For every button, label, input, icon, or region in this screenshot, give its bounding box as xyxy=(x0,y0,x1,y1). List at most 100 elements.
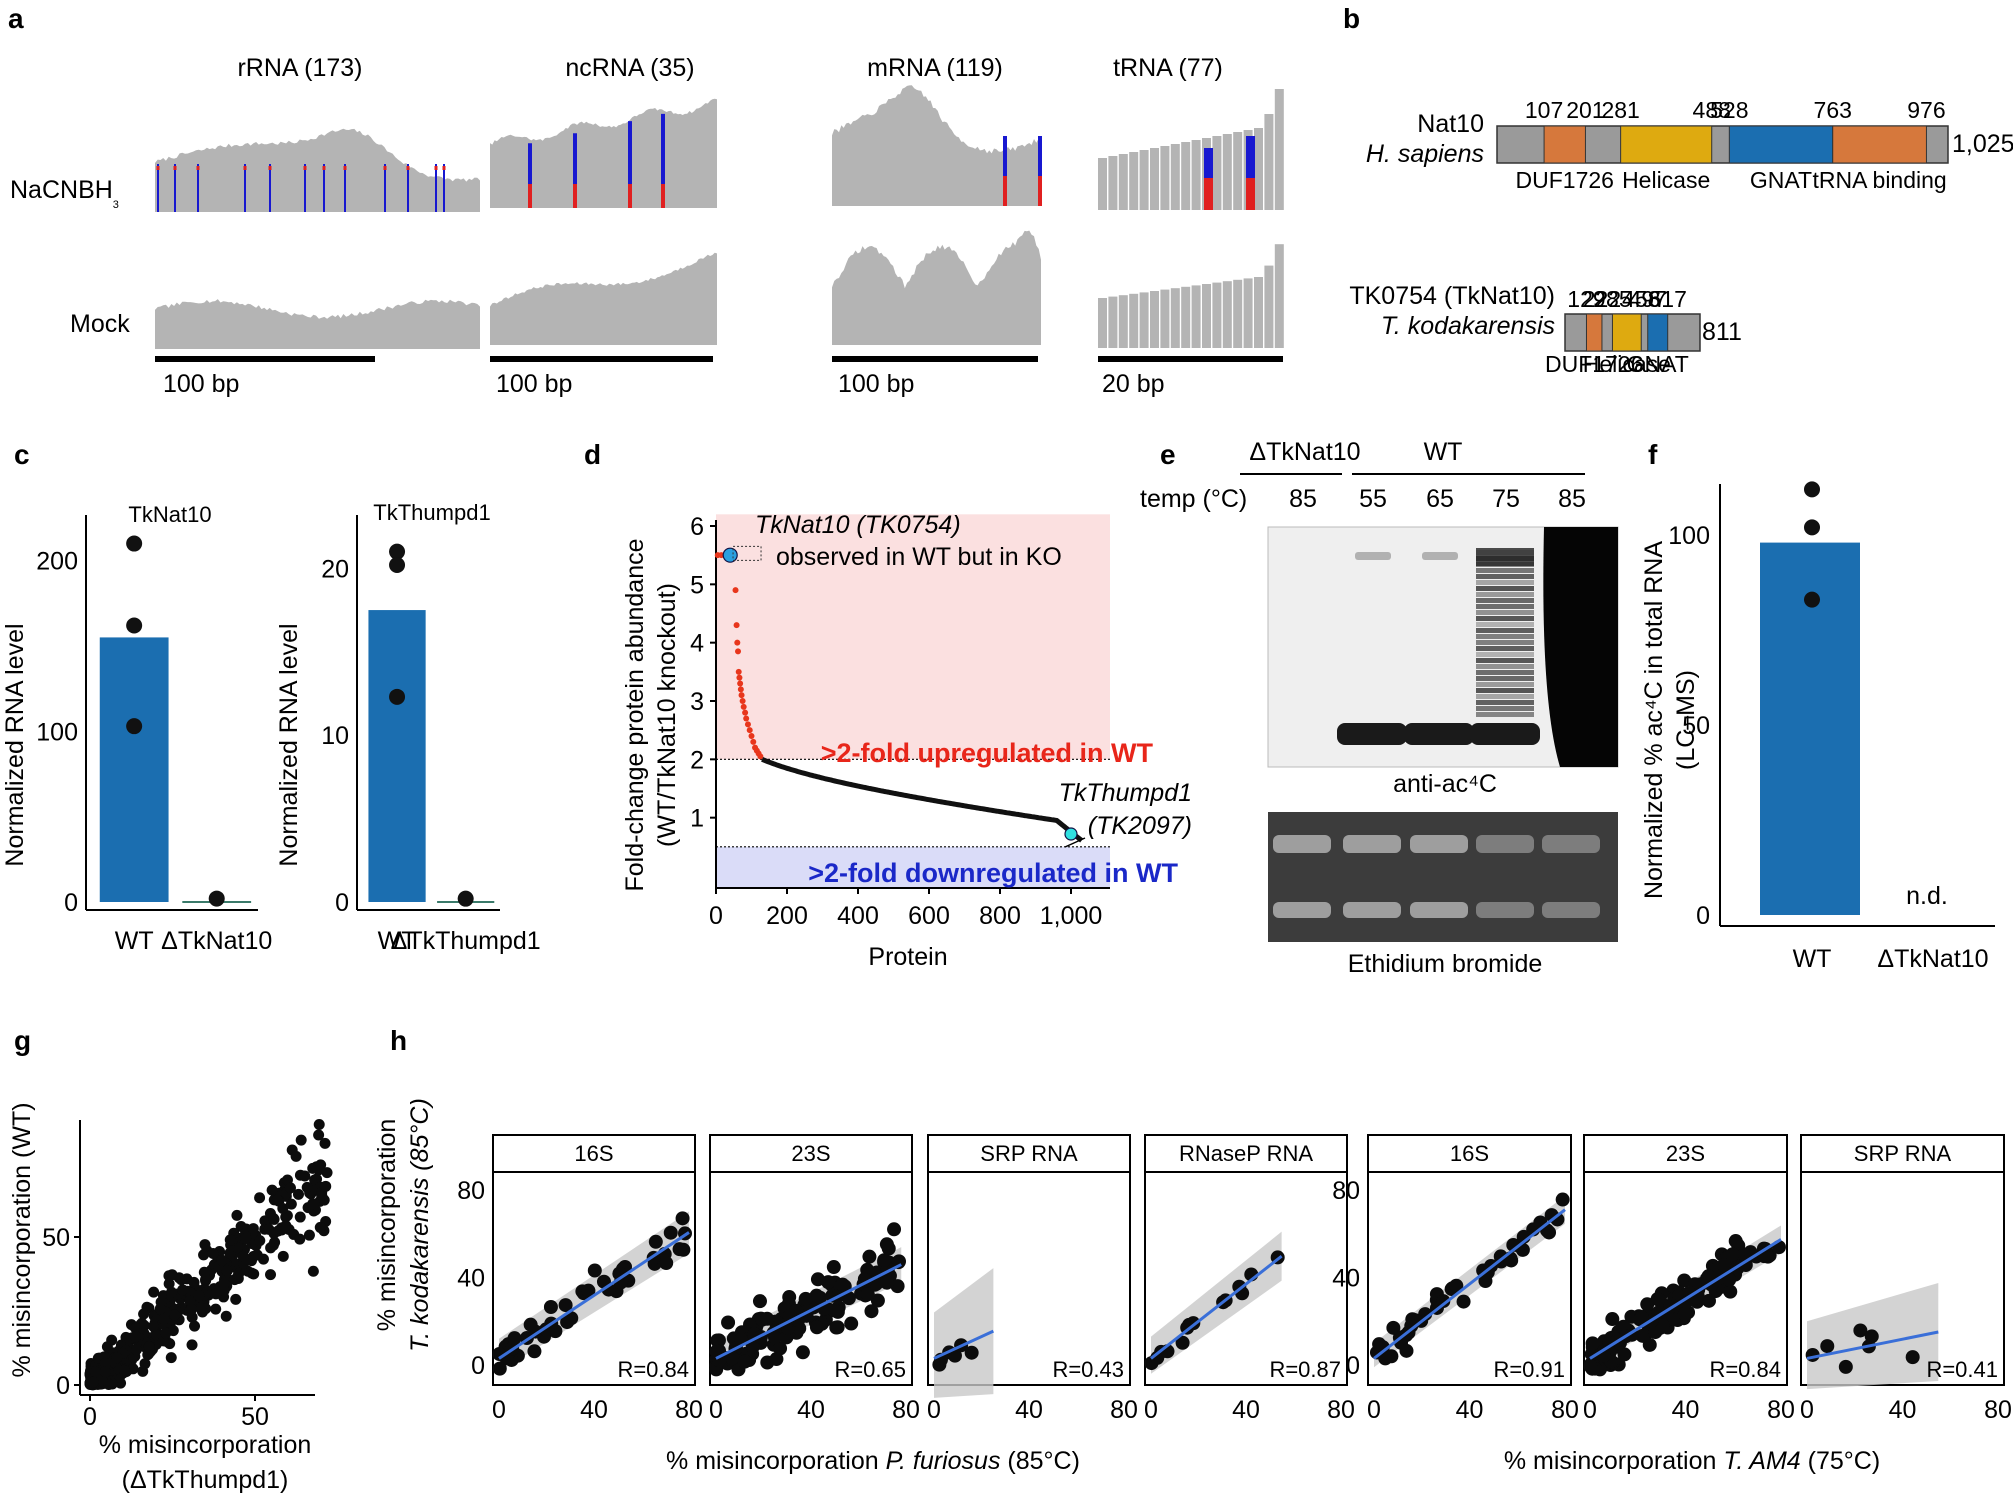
scatter-point xyxy=(210,1303,222,1315)
x-tick-label: 80 xyxy=(675,1396,703,1424)
blot-smear xyxy=(1476,622,1534,627)
blot-band xyxy=(1476,548,1534,566)
blot-smear xyxy=(1476,568,1534,573)
y-tick-label: 100 xyxy=(36,718,78,746)
scatter-point xyxy=(1404,1318,1419,1333)
y-tick-label: 20 xyxy=(321,555,349,583)
scatter-point xyxy=(210,1288,222,1300)
scatter-point xyxy=(148,1286,160,1298)
g-xlabel-1: % misincorporation xyxy=(99,1431,312,1459)
scatter-point xyxy=(1372,1337,1387,1352)
panel-d: Fold-change protein abundance (WT/TkNat1… xyxy=(621,511,1192,971)
scatter-point xyxy=(830,1320,845,1335)
scatter-point xyxy=(1905,1350,1920,1365)
scatter-point xyxy=(237,1250,249,1262)
facet-strip xyxy=(709,1134,913,1173)
y-tick-label: 3 xyxy=(690,688,704,716)
blot-smear xyxy=(1476,592,1534,597)
x-tick-label: 40 xyxy=(1672,1396,1700,1424)
scatter-point xyxy=(268,1213,280,1225)
scatter-point xyxy=(154,1303,166,1315)
facet-strip xyxy=(1583,1134,1788,1173)
scatter-point xyxy=(1542,1225,1557,1240)
gel-band xyxy=(1273,902,1331,918)
coverage-bin xyxy=(1274,89,1284,210)
scatter-point xyxy=(826,1260,841,1275)
scatter-point xyxy=(277,1250,289,1262)
scatter-point xyxy=(1175,1335,1190,1350)
domain-helicase xyxy=(1611,313,1642,352)
protein-point-up xyxy=(737,686,744,693)
blot-faint-band xyxy=(1355,552,1391,560)
scatter-point xyxy=(294,1211,306,1223)
x-tick-label: 0 xyxy=(1800,1396,1814,1424)
scatter-point xyxy=(195,1302,207,1314)
scatter-point xyxy=(247,1223,259,1235)
scatter-point xyxy=(1820,1339,1835,1354)
scatter-point xyxy=(221,1265,233,1277)
y-tick-label: 80 xyxy=(1332,1177,1360,1205)
residue-position: 976 xyxy=(1907,97,1945,123)
scatter-point xyxy=(1678,1306,1693,1321)
x-tick-label: 600 xyxy=(908,902,950,930)
x-tick-label: ΔTkThumpd1 xyxy=(391,927,541,955)
residue-position: 285 xyxy=(1593,286,1631,312)
correlation-label: R=0.84 xyxy=(617,1357,689,1382)
scatter-point xyxy=(295,1134,307,1146)
scatter-point xyxy=(224,1234,236,1246)
scatter-point xyxy=(648,1234,663,1249)
coverage-bin xyxy=(1150,291,1159,348)
domain-label: DUF1726 xyxy=(1545,351,1643,377)
protein-point-up xyxy=(743,715,750,722)
protein-point-up xyxy=(746,727,753,734)
gel-band xyxy=(1410,835,1468,853)
scatter-point xyxy=(1728,1234,1743,1249)
coverage-bin xyxy=(1108,296,1118,348)
blot-saturated-lane xyxy=(1543,527,1618,767)
data-point xyxy=(389,557,406,574)
scatter-point xyxy=(760,1311,775,1326)
e-temp: 75 xyxy=(1492,485,1520,513)
coverage-bin xyxy=(1222,281,1232,348)
data-point xyxy=(208,890,225,907)
e-temp: 85 xyxy=(1289,485,1317,513)
e-blot-label: anti-ac⁴C xyxy=(1393,770,1497,798)
coverage-bin xyxy=(1160,146,1170,210)
scatter-point xyxy=(299,1170,311,1182)
coverage-bin xyxy=(1170,144,1180,210)
downregulated-region xyxy=(716,846,1110,888)
blot-smear xyxy=(1476,634,1534,639)
panel-c: Normalized RNA level Normalized RNA leve… xyxy=(1,500,541,955)
domain-label: tRNA binding xyxy=(1812,167,1946,193)
scatter-point xyxy=(558,1298,573,1313)
scatter-point xyxy=(1456,1294,1471,1309)
x-tick-label: 0 xyxy=(1367,1396,1381,1424)
scatter-point xyxy=(220,1310,232,1322)
e-temp-label: temp (°C) xyxy=(1140,485,1247,513)
coverage-bin xyxy=(1264,265,1274,348)
scatter-point xyxy=(165,1352,177,1364)
scatter-point xyxy=(139,1358,151,1370)
f-ylabel-2: (LC–MS) xyxy=(1672,670,1700,770)
tkthumpd1-point xyxy=(1064,827,1078,841)
bar xyxy=(99,637,169,902)
scatter-point xyxy=(581,1283,596,1298)
coverage-bin xyxy=(1233,132,1243,210)
scatter-point xyxy=(1725,1247,1740,1262)
scatter-point xyxy=(809,1288,824,1303)
downregulated-label: >2-fold downregulated in WT xyxy=(808,858,1178,888)
human-length: 1,025 xyxy=(1952,130,2013,158)
coverage-bin xyxy=(1181,286,1191,348)
coverage-bin xyxy=(1264,114,1274,210)
scatter-point xyxy=(860,1262,875,1277)
protein-point-up xyxy=(737,680,744,687)
coverage-bin xyxy=(1118,295,1128,348)
blot-band xyxy=(1470,723,1540,745)
protein-rank-curve xyxy=(761,757,1084,843)
e-temp: 55 xyxy=(1359,485,1387,513)
x-tick-label: 40 xyxy=(1015,1396,1043,1424)
scatter-point xyxy=(507,1331,522,1346)
residue-position: 488 xyxy=(1693,97,1731,123)
correlation-label: R=0.43 xyxy=(1052,1357,1124,1382)
